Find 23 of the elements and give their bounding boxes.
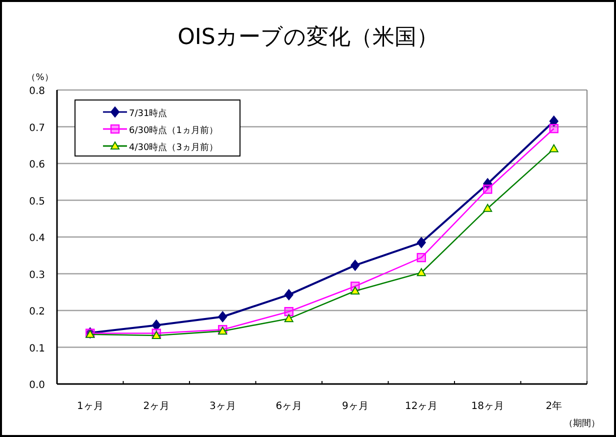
legend-label: 4/30時点（3ヵ月前）: [129, 142, 218, 153]
y-tick-label: 0.4: [29, 233, 45, 244]
x-axis-title: （期間）: [564, 418, 600, 429]
y-axis-title: （%）: [26, 73, 54, 83]
y-tick-label: 0.5: [29, 196, 45, 208]
y-tick-label: 0.1: [29, 343, 45, 354]
y-tick-label: 0.2: [29, 306, 45, 318]
x-tick-label: 2ヶ月: [143, 401, 170, 412]
x-tick-label: 12ヶ月: [405, 401, 438, 412]
legend-label: 6/30時点（1ヵ月前）: [129, 125, 218, 136]
x-tick-label: 3ヶ月: [209, 401, 236, 412]
y-tick-label: 0.0: [29, 380, 45, 391]
x-tick-label: 6ヶ月: [276, 401, 302, 412]
y-tick-label: 0.6: [29, 160, 45, 170]
x-tick-label: 1ヶ月: [76, 401, 104, 412]
legend-label: 7/31時点: [129, 108, 168, 119]
chart-title: OISカーブの変化（米国）: [178, 25, 438, 50]
x-tick-label: 2年: [546, 400, 562, 412]
y-tick-label: 0.3: [29, 270, 45, 281]
x-tick-label: 9ヶ月: [342, 401, 368, 412]
y-tick-label: 0.8: [29, 86, 45, 97]
y-tick-label: 0.7: [29, 122, 45, 134]
x-tick-label: 18ヶ月: [471, 401, 504, 412]
